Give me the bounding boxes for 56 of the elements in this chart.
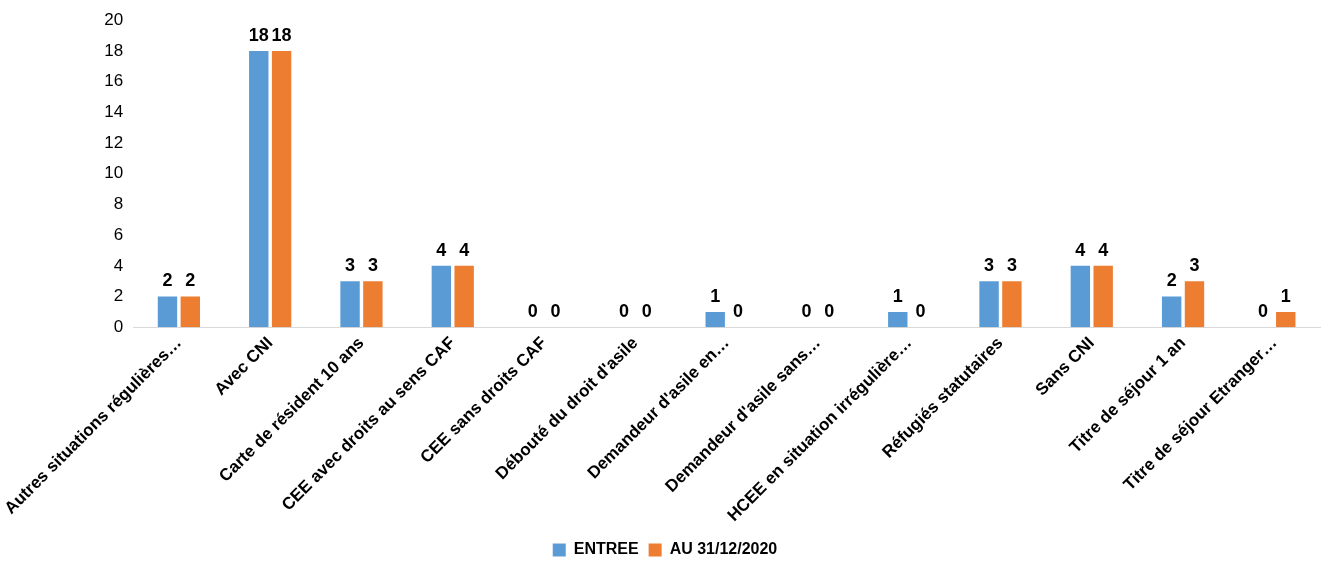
bar (705, 311, 725, 328)
data-label: 18 (271, 24, 292, 45)
data-label: 3 (1189, 255, 1200, 276)
data-label: 3 (1006, 255, 1017, 276)
data-label: 1 (892, 285, 903, 306)
data-label: 4 (459, 239, 470, 260)
bar (979, 281, 999, 328)
bar (363, 281, 383, 328)
data-label: 18 (248, 24, 269, 45)
data-label: 0 (1257, 301, 1268, 322)
data-label: 1 (710, 285, 721, 306)
y-tick-label: 4 (113, 255, 124, 275)
bar (249, 50, 269, 328)
data-label: 3 (345, 255, 356, 276)
y-tick-label: 6 (113, 224, 124, 244)
y-tick-label: 12 (104, 132, 124, 152)
data-label: 3 (367, 255, 378, 276)
data-label: 2 (1166, 270, 1177, 291)
y-tick-label: 16 (104, 71, 124, 91)
y-tick-label: 14 (104, 102, 124, 121)
bar (888, 311, 908, 328)
data-label: 0 (550, 301, 561, 322)
bar (431, 265, 452, 328)
bar (271, 50, 292, 328)
bar (1276, 311, 1296, 328)
bar (1161, 296, 1182, 328)
data-label: 0 (641, 301, 652, 322)
bar (157, 296, 178, 328)
data-label: 0 (733, 301, 744, 322)
bar (1002, 281, 1022, 328)
data-label: 2 (185, 270, 196, 291)
data-label: 4 (1098, 239, 1109, 260)
y-tick-label: 10 (104, 163, 124, 183)
data-label: 0 (527, 301, 538, 322)
bar (1093, 265, 1113, 328)
y-tick-label: 8 (113, 194, 124, 214)
data-label: 2 (162, 270, 173, 291)
y-tick-label: 18 (104, 40, 124, 60)
bar (1184, 281, 1205, 328)
bar (1070, 265, 1091, 328)
y-tick-label: 2 (113, 286, 124, 306)
bar (454, 265, 474, 328)
data-label: 0 (801, 301, 812, 322)
y-tick-label: 20 (104, 9, 124, 29)
bar (340, 281, 360, 328)
y-tick-label: 0 (113, 316, 124, 336)
data-label: 4 (436, 239, 447, 260)
data-label: 0 (824, 301, 835, 322)
legend-label: AU 31/12/2020 (669, 540, 778, 558)
data-label: 0 (915, 301, 926, 322)
data-label: 3 (984, 255, 995, 276)
data-label: 4 (1075, 239, 1086, 260)
data-label: 1 (1280, 285, 1291, 306)
data-label: 0 (618, 301, 629, 322)
legend-label: ENTREE (573, 540, 639, 558)
bar (180, 296, 200, 328)
